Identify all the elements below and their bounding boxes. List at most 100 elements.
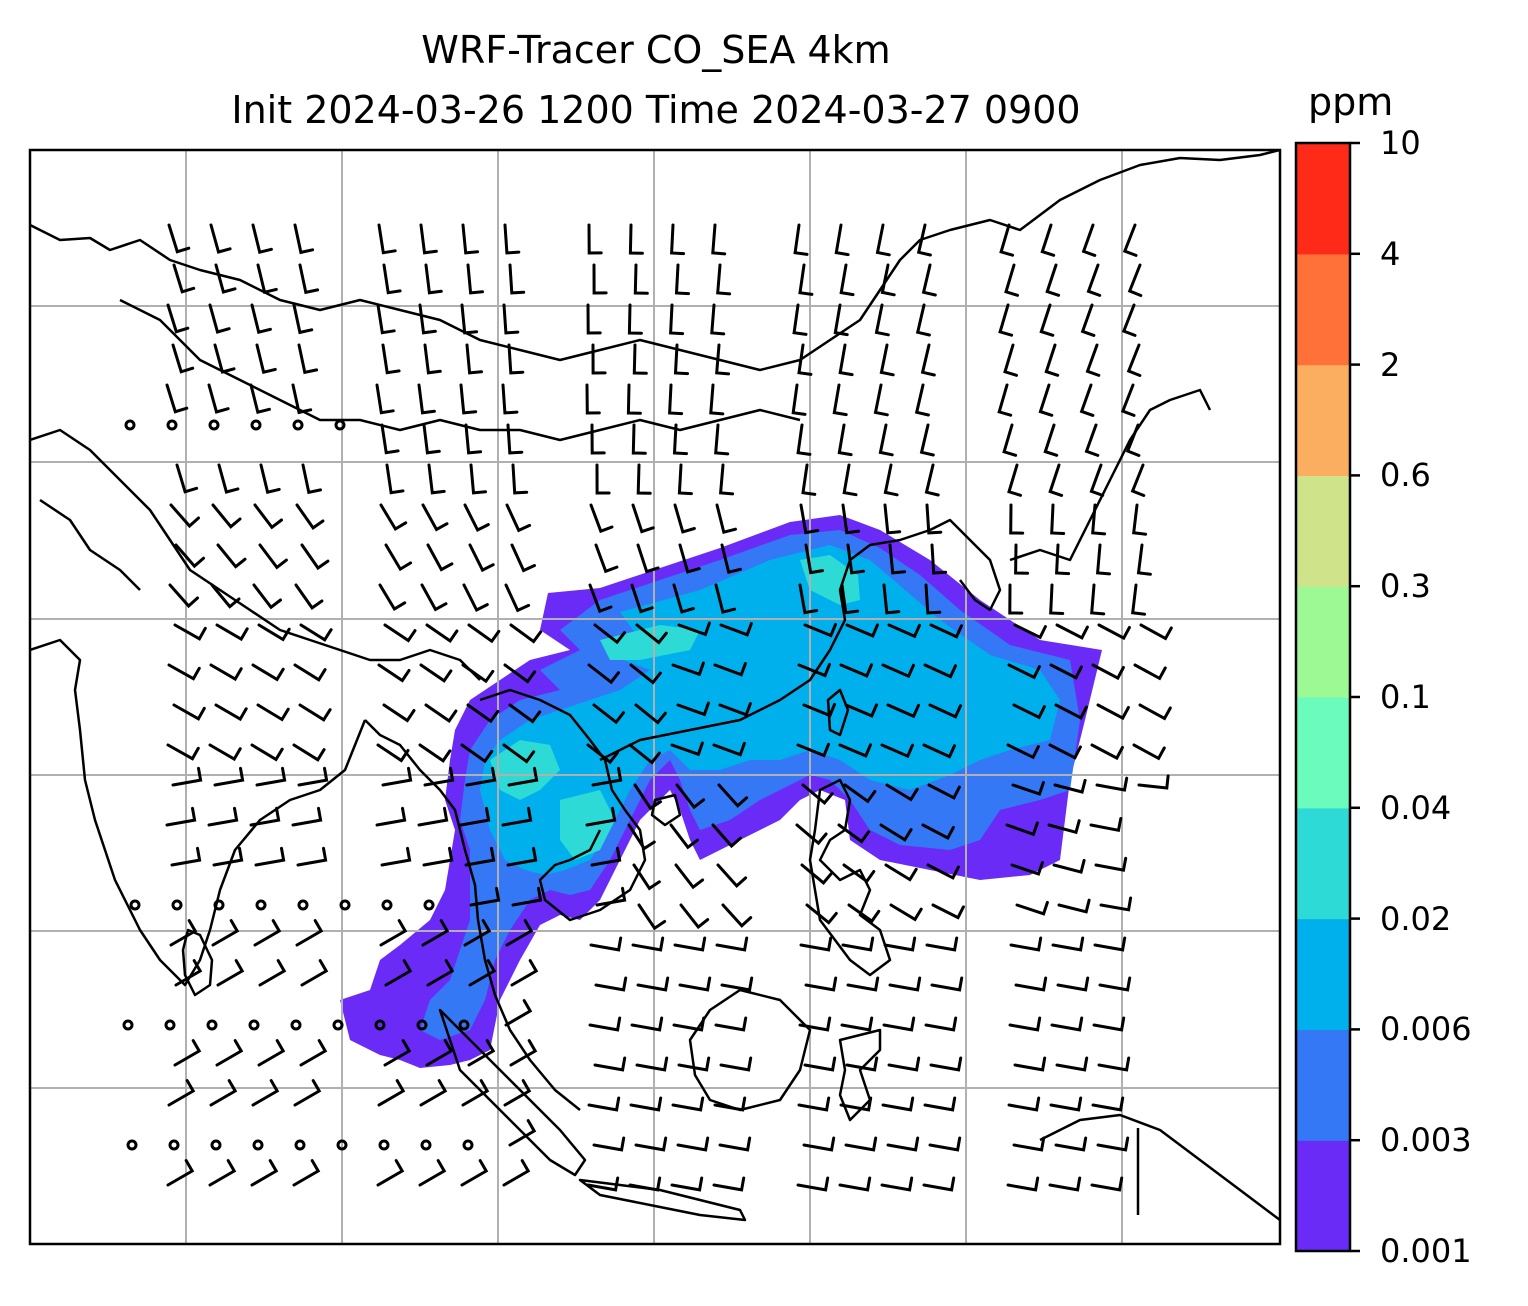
wind-barb [881,1096,915,1112]
wind-barb [888,543,907,575]
wind-barb [586,1176,620,1192]
wind-barb [630,1016,664,1032]
colorbar-segment [1296,253,1350,366]
wind-barb [838,743,872,758]
wind-barb [716,263,732,296]
wind-barb [1057,898,1091,914]
wind-barb [1039,303,1055,337]
wind-barb [884,863,918,882]
wind-barb [214,703,248,722]
wind-barb [924,463,940,497]
wind-barb [1003,343,1018,377]
wind-barb [377,223,397,255]
wind-barb [1045,263,1061,297]
colorbar-segment [1296,475,1350,587]
wind-barb [677,463,693,496]
wind-barb [1094,856,1128,872]
calm-wind-circle [290,1019,302,1031]
wind-barb [880,743,914,759]
wind-barb [635,1056,669,1072]
wind-barb [1010,861,1044,876]
wind-barb [712,741,746,757]
wind-barb [508,703,542,724]
wind-barb [208,1159,237,1187]
wind-barb [798,583,819,615]
wind-barb [588,583,613,614]
wind-barb [300,959,329,987]
wind-barb [507,766,539,787]
wind-barb [590,846,622,867]
wind-barb [207,383,230,414]
wind-barb [672,423,688,456]
wind-barb [507,343,525,375]
wind-barb [213,766,245,787]
wind-barb [256,263,278,295]
wind-barb [924,583,942,615]
calm-wind-circle [124,419,136,431]
wind-barb [1133,663,1167,681]
wind-barb [832,383,848,417]
colorbar-segment [1296,364,1350,476]
wind-barb [297,766,329,787]
wind-barb [169,503,200,529]
wind-barbs [122,223,1173,1192]
wind-barb [167,663,201,681]
wind-barb [802,702,836,718]
wind-barb [799,936,833,952]
wind-barb [919,423,935,457]
wind-barb [1139,623,1173,641]
calm-wind-circle [423,899,435,911]
colorbar-tick-label: 2 [1380,345,1401,384]
wind-barb [419,1079,448,1107]
wind-barb [1009,503,1025,535]
wind-barb [874,303,890,337]
wind-barb [632,343,648,375]
wind-barb [925,936,959,952]
calm-wind-circle [168,1139,180,1151]
wind-barb [1079,383,1095,417]
wind-barb [878,423,894,457]
wind-barb [838,343,854,377]
calm-wind-circle [126,1139,138,1151]
wind-barb [886,703,920,719]
wind-barb [628,743,661,765]
wind-barb [595,463,611,495]
wind-barb [1055,1056,1089,1072]
map-frame [28,148,1282,1246]
plume-level-3 [480,545,1060,875]
wind-barb [1084,423,1100,457]
wind-barb [1132,503,1148,536]
wind-barb [504,583,531,613]
wind-barb [1040,223,1056,257]
wind-barb [376,743,410,763]
wind-barb [844,703,878,718]
wind-barb [797,662,831,678]
wind-barb [718,1136,752,1152]
calm-wind-circle [336,1139,348,1151]
wind-barb [1089,817,1123,833]
wind-barb [211,503,242,529]
wind-barb [795,823,828,846]
wind-barb [1007,463,1022,497]
wind-barb [798,263,814,296]
wind-barb [718,702,752,717]
wind-barb [841,936,875,952]
wind-barb [1097,623,1131,641]
wind-barb [631,503,655,534]
wind-barb [376,303,396,335]
wind-barb [925,503,943,535]
colorbar-segment [1296,807,1350,920]
wind-barb [215,1039,244,1067]
wind-barb [421,503,449,532]
wind-barb [167,223,191,254]
wind-barb [720,976,754,992]
wind-barb [1089,463,1105,497]
wind-barb [927,783,961,800]
wind-barb [1008,583,1024,615]
wind-barb [420,583,448,612]
wind-barb [292,1159,321,1187]
wind-barb [1081,223,1097,257]
wind-barb [719,622,753,637]
wind-barb [585,806,617,827]
wind-barb [1004,263,1019,297]
